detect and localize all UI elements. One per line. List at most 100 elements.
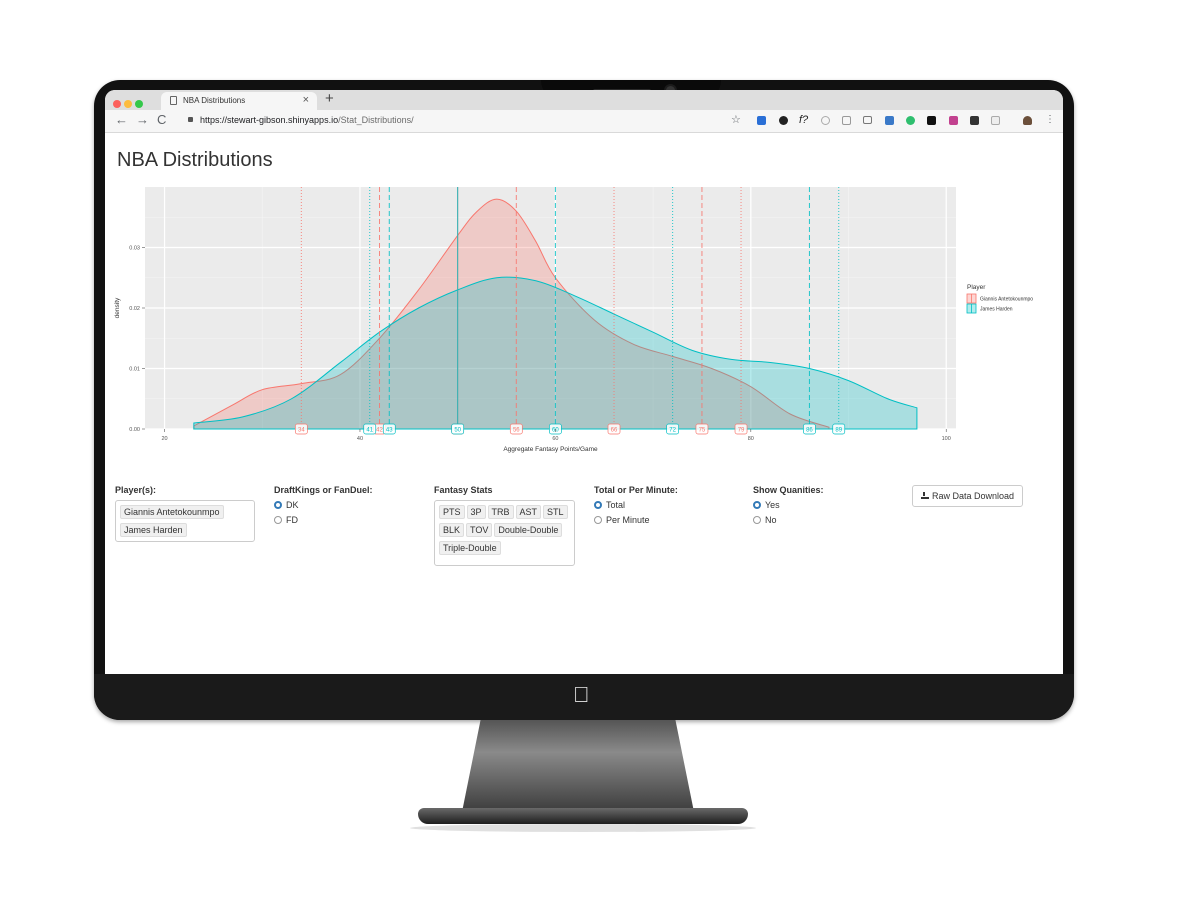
quantile-label-text: 56 — [513, 428, 520, 434]
reload-icon[interactable]: C — [157, 112, 167, 127]
density-chart: 3442505666757941435060728689 20406080100… — [114, 187, 1033, 453]
quantile-label-text: 50 — [454, 428, 461, 434]
quantile-label-box — [666, 423, 679, 435]
quantile-label: 66 — [607, 423, 621, 435]
stat-chip[interactable]: 3P — [466, 505, 486, 519]
extension-icon[interactable] — [949, 116, 958, 125]
quantile-label: 56 — [509, 423, 523, 435]
radio-selected-icon — [753, 501, 761, 509]
download-label: Raw Data Download — [932, 491, 1015, 501]
radio-dk[interactable]: DK — [274, 500, 373, 510]
new-tab-button[interactable]: + — [325, 90, 334, 107]
extension-icon[interactable] — [779, 116, 788, 125]
minimize-window-button[interactable] — [124, 100, 132, 108]
forward-icon[interactable]: → — [136, 112, 149, 127]
radio-unselected-icon — [753, 516, 761, 524]
raw-data-download-button[interactable]: Raw Data Download — [912, 485, 1024, 507]
quantile-label: 34 — [294, 423, 308, 435]
quantile-label-box — [294, 423, 308, 435]
y-tick-label: 0.03 — [129, 246, 140, 252]
quantile-label-text: 86 — [806, 428, 813, 434]
radio-total[interactable]: Total — [594, 500, 678, 510]
radio-no[interactable]: No — [753, 515, 824, 525]
player-chip[interactable]: James Harden — [120, 523, 187, 537]
total-control: Total or Per Minute: Total Per Minute — [594, 485, 678, 530]
lock-icon — [188, 117, 193, 122]
radio-label: Yes — [765, 500, 780, 510]
zoom-window-button[interactable] — [135, 100, 143, 108]
radio-label: DK — [286, 500, 299, 510]
screen: NBA Distributions × + ← → C https://stew… — [105, 90, 1063, 674]
quantiles-label: Show Quanities: — [753, 485, 824, 495]
stat-chip[interactable]: TOV — [466, 523, 493, 537]
formula-extension-icon[interactable]: f? — [799, 114, 809, 126]
quantile-label: 43 — [382, 423, 396, 435]
x-axis-label: Aggregate Fantasy Points/Game — [503, 446, 598, 453]
players-select[interactable]: Giannis Antetokounmpo James Harden — [115, 500, 255, 542]
y-tick-label: 0.00 — [129, 427, 140, 433]
radio-label: Total — [606, 500, 626, 510]
extension-icon[interactable] — [821, 116, 830, 125]
url-path: /Stat_Distributions/ — [338, 115, 414, 125]
quantile-label-text: 79 — [738, 428, 745, 434]
dropbox-extension-icon[interactable] — [757, 116, 766, 125]
legend-item: James Harden — [966, 303, 1013, 314]
extension-icon[interactable] — [970, 116, 979, 125]
quantile-label-text: 60 — [552, 428, 559, 434]
x-tick-label: 40 — [357, 436, 363, 442]
stat-chip[interactable]: BLK — [439, 523, 465, 537]
close-window-button[interactable] — [113, 100, 121, 108]
browser-tab[interactable]: NBA Distributions × — [161, 92, 317, 110]
extension-icon[interactable] — [991, 116, 1000, 125]
quantile-label: 75 — [695, 423, 709, 435]
monitor-stand — [462, 720, 694, 812]
quantile-label-text: 66 — [611, 428, 618, 434]
menu-icon[interactable]: ⋮ — [1045, 114, 1055, 125]
app-page: NBA Distributions 3442505666757941435060… — [105, 133, 1063, 674]
radio-fd[interactable]: FD — [274, 515, 373, 525]
quantile-label: 41 — [363, 423, 377, 435]
address-bar[interactable]: https://stewart-gibson.shinyapps.io/Stat… — [188, 113, 414, 127]
stat-chip[interactable]: PTS — [439, 505, 465, 519]
back-icon[interactable]: ← — [115, 112, 128, 127]
camera-extension-icon[interactable] — [863, 116, 872, 124]
page-icon — [170, 96, 177, 105]
radio-yes[interactable]: Yes — [753, 500, 824, 510]
stat-chip[interactable]: Double-Double — [494, 523, 563, 537]
profile-icon[interactable] — [1023, 116, 1032, 125]
quantile-label-box — [832, 423, 846, 435]
quantile-label: 79 — [734, 423, 748, 435]
stat-chip[interactable]: STL — [543, 505, 568, 519]
browser-toolbar: ← → C https://stewart-gibson.shinyapps.i… — [105, 110, 1063, 133]
radio-per-minute[interactable]: Per Minute — [594, 515, 678, 525]
download-icon — [921, 492, 929, 499]
site-label: DraftKings or FanDuel: — [274, 485, 373, 495]
y-tick-label: 0.01 — [129, 367, 140, 373]
quantile-label-text: 72 — [669, 428, 676, 434]
quantile-label: 89 — [832, 423, 846, 435]
player-chip[interactable]: Giannis Antetokounmpo — [120, 505, 224, 519]
url-host: https://stewart-gibson.shinyapps.io — [200, 115, 339, 125]
apple-logo-icon:  — [573, 684, 590, 706]
stats-row: BLK TOV Double-Double — [439, 523, 570, 541]
x-tick-label: 80 — [748, 436, 754, 442]
quantile-label-text: 42 — [376, 428, 383, 434]
extension-icon[interactable] — [842, 116, 851, 125]
stat-chip[interactable]: TRB — [487, 505, 514, 519]
quantile-label-box — [363, 423, 377, 435]
quantile-label-text: 75 — [699, 428, 706, 434]
legend-title: Player — [967, 284, 986, 291]
stat-chip[interactable]: Triple-Double — [439, 541, 501, 555]
stats-label: Fantasy Stats — [434, 485, 493, 495]
x-tick-label: 60 — [552, 436, 558, 442]
quantile-label-box — [451, 423, 465, 435]
x-tick-label: 100 — [942, 436, 951, 442]
extension-icon[interactable] — [927, 116, 936, 125]
stat-chip[interactable]: AST — [515, 505, 542, 519]
bookmark-star-icon[interactable]: ☆ — [731, 114, 741, 126]
density-area-series-0 — [193, 198, 830, 430]
close-tab-icon[interactable]: × — [302, 94, 309, 106]
extension-icon[interactable] — [906, 116, 915, 125]
extension-icon[interactable] — [885, 116, 894, 125]
stats-select[interactable]: PTS 3P TRB AST STL BLK TOV Double-Double Tripl… — [434, 500, 575, 566]
